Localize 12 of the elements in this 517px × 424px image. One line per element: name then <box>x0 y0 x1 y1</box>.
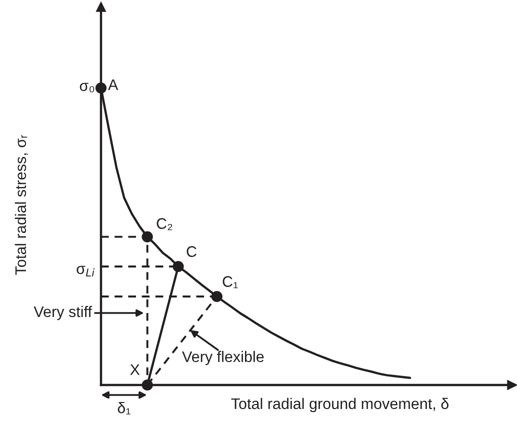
y-axis-title: Total radial stress, σᵣ <box>14 135 28 275</box>
annotation: C <box>186 246 196 257</box>
annotation: A <box>108 79 118 90</box>
text: Very stiff <box>34 306 92 320</box>
text: δ₁ <box>118 402 130 414</box>
annotation: Very flexible <box>182 350 264 366</box>
annotation: C₁ <box>222 276 238 288</box>
text: σ$_{Li}$ <box>76 266 95 276</box>
text: σ₀ <box>80 82 94 92</box>
annotation: X <box>130 364 140 375</box>
annotation: C₂ <box>156 218 172 230</box>
x-axis-title: Total radial ground movement, δ <box>231 398 448 412</box>
